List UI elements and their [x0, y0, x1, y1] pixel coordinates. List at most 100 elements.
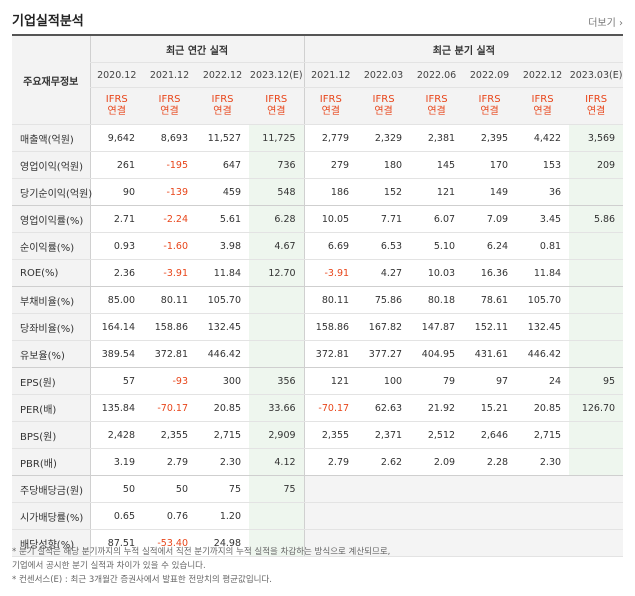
annual-value: 75 — [196, 475, 249, 503]
footnote: * 분기 실적은 해당 분기까지의 누적 실적에서 직전 분기까지의 누적 실적… — [12, 547, 391, 557]
quarter-value — [357, 529, 411, 557]
table-row: PBR(배) 3.19 2.79 2.30 4.12 2.79 2.62 2.09 2.28 2.… — [12, 448, 624, 476]
accounting-standard: IFRS 연결 — [303, 87, 358, 125]
accounting-standard: IFRS 연결 — [516, 87, 570, 125]
standard-ifrs: IFRS — [585, 94, 608, 105]
annual-value: 9,642 — [89, 124, 143, 152]
quarter-value: -3.91 — [303, 259, 358, 287]
quarter-value: 152.11 — [463, 313, 517, 341]
period-header: 2021.12 — [303, 62, 358, 88]
annual-value: 2.79 — [143, 448, 196, 476]
period-header: 2022.03 — [357, 62, 411, 88]
quarter-value: 167.82 — [357, 313, 411, 341]
accounting-standard: IFRS 연결 — [143, 87, 196, 125]
quarter-value: 209 — [569, 151, 624, 179]
table-body: 매출액(억원) 9,642 8,693 11,527 11,725 2,779 2,329 2… — [12, 124, 624, 557]
quarter-value: 158.86 — [303, 313, 358, 341]
quarter-value: 132.45 — [516, 313, 570, 341]
quarter-value: -70.17 — [303, 394, 358, 422]
quarter-value: 78.61 — [463, 286, 517, 314]
quarter-value — [569, 178, 624, 206]
period-header-row: 2020.12 2021.12 2022.12 2023.12(E) 2021.12 20… — [12, 62, 624, 88]
annual-value: 2,909 — [249, 421, 305, 449]
quarter-value: 121 — [410, 178, 464, 206]
annual-value: 11,725 — [249, 124, 305, 152]
quarter-value: 36 — [516, 178, 570, 206]
quarter-value: 79 — [410, 367, 464, 395]
standard-header-row: IFRS 연결 IFRS 연결 IFRS 연결 IFRS 연결 IFRS 연결 IFRS 연결 IFRS… — [12, 87, 624, 125]
standard-ifrs: IFRS — [531, 94, 554, 105]
quarter-value: 6.24 — [463, 232, 517, 260]
annual-value: 105.70 — [196, 286, 249, 314]
annual-value — [249, 502, 305, 530]
period-header: 2023.12(E) — [249, 62, 305, 88]
table-row: PER(배) 135.84 -70.17 20.85 33.66 -70.17 62.63 2… — [12, 394, 624, 422]
annual-value: -195 — [143, 151, 196, 179]
annual-value: 0.93 — [89, 232, 143, 260]
quarter-value: 186 — [303, 178, 358, 206]
row-label: 당좌비율(%) — [12, 313, 90, 341]
quarter-value — [303, 502, 358, 530]
table-row: 영업이익(억원) 261 -195 647 736 279 180 145 170 153 209 — [12, 151, 624, 179]
quarter-value — [463, 502, 517, 530]
quarter-value: 10.05 — [303, 205, 358, 233]
annual-group-header: 최근 연간 실적 — [89, 36, 305, 63]
annual-value: 90 — [89, 178, 143, 206]
quarter-value: 80.11 — [303, 286, 358, 314]
standard-ifrs: IFRS — [158, 94, 181, 105]
quarter-value: 2,381 — [410, 124, 464, 152]
annual-value: 85.00 — [89, 286, 143, 314]
quarter-value — [569, 529, 624, 557]
quarter-value: 446.42 — [516, 340, 570, 368]
annual-value: 459 — [196, 178, 249, 206]
annual-value: 2.36 — [89, 259, 143, 287]
quarter-value — [410, 529, 464, 557]
period-header: 2022.09 — [463, 62, 517, 88]
table-row: 부채비율(%) 85.00 80.11 105.70 80.11 75.86 80.18 78… — [12, 286, 624, 314]
footnote: * 컨센서스(E) : 최근 3개월간 증권사에서 발표한 전망치의 평균값입니… — [12, 575, 272, 585]
quarter-value — [303, 475, 358, 503]
annual-value: -70.17 — [143, 394, 196, 422]
standard-consolidated: 연결 — [427, 106, 446, 117]
row-label: 영업이익(억원) — [12, 151, 90, 179]
period-header: 2022.12 — [196, 62, 249, 88]
annual-value — [249, 340, 305, 368]
annual-value: 158.86 — [143, 313, 196, 341]
annual-value: 446.42 — [196, 340, 249, 368]
quarter-value: 62.63 — [357, 394, 411, 422]
quarter-value — [463, 475, 517, 503]
quarter-value — [569, 259, 624, 287]
more-link[interactable]: 더보기 › — [588, 18, 623, 29]
row-label: 매출액(억원) — [12, 124, 90, 152]
quarter-value — [569, 313, 624, 341]
quarter-value — [357, 475, 411, 503]
quarter-value: 7.71 — [357, 205, 411, 233]
annual-value: 80.11 — [143, 286, 196, 314]
standard-consolidated: 연결 — [480, 106, 499, 117]
period-header: 2022.12 — [516, 62, 570, 88]
quarter-value: 0.81 — [516, 232, 570, 260]
annual-value: 2,355 — [143, 421, 196, 449]
quarter-group-header: 최근 분기 실적 — [303, 36, 624, 63]
financial-table-container: 주요재무정보 최근 연간 실적 최근 분기 실적 2020.12 2021.12 2… — [12, 34, 624, 557]
annual-value: 4.12 — [249, 448, 305, 476]
quarter-value — [569, 232, 624, 260]
annual-value: 2.30 — [196, 448, 249, 476]
quarter-value: 97 — [463, 367, 517, 395]
quarter-value: 3,569 — [569, 124, 624, 152]
quarter-value: 3.45 — [516, 205, 570, 233]
annual-value: 261 — [89, 151, 143, 179]
row-label: 배당성향(%) — [12, 529, 90, 557]
table-row: 유보율(%) 389.54 372.81 446.42 372.81 377.27 404.… — [12, 340, 624, 368]
annual-value: 4.67 — [249, 232, 305, 260]
row-label: 당기순이익(억원) — [12, 178, 92, 206]
period-header: 2023.03(E) — [569, 62, 624, 88]
standard-consolidated: 연결 — [160, 106, 179, 117]
period-header: 2020.12 — [89, 62, 143, 88]
quarter-value: 180 — [357, 151, 411, 179]
quarter-value — [569, 475, 624, 503]
annual-value: 8,693 — [143, 124, 196, 152]
standard-ifrs: IFRS — [478, 94, 501, 105]
quarter-value: 16.36 — [463, 259, 517, 287]
quarter-value — [569, 340, 624, 368]
